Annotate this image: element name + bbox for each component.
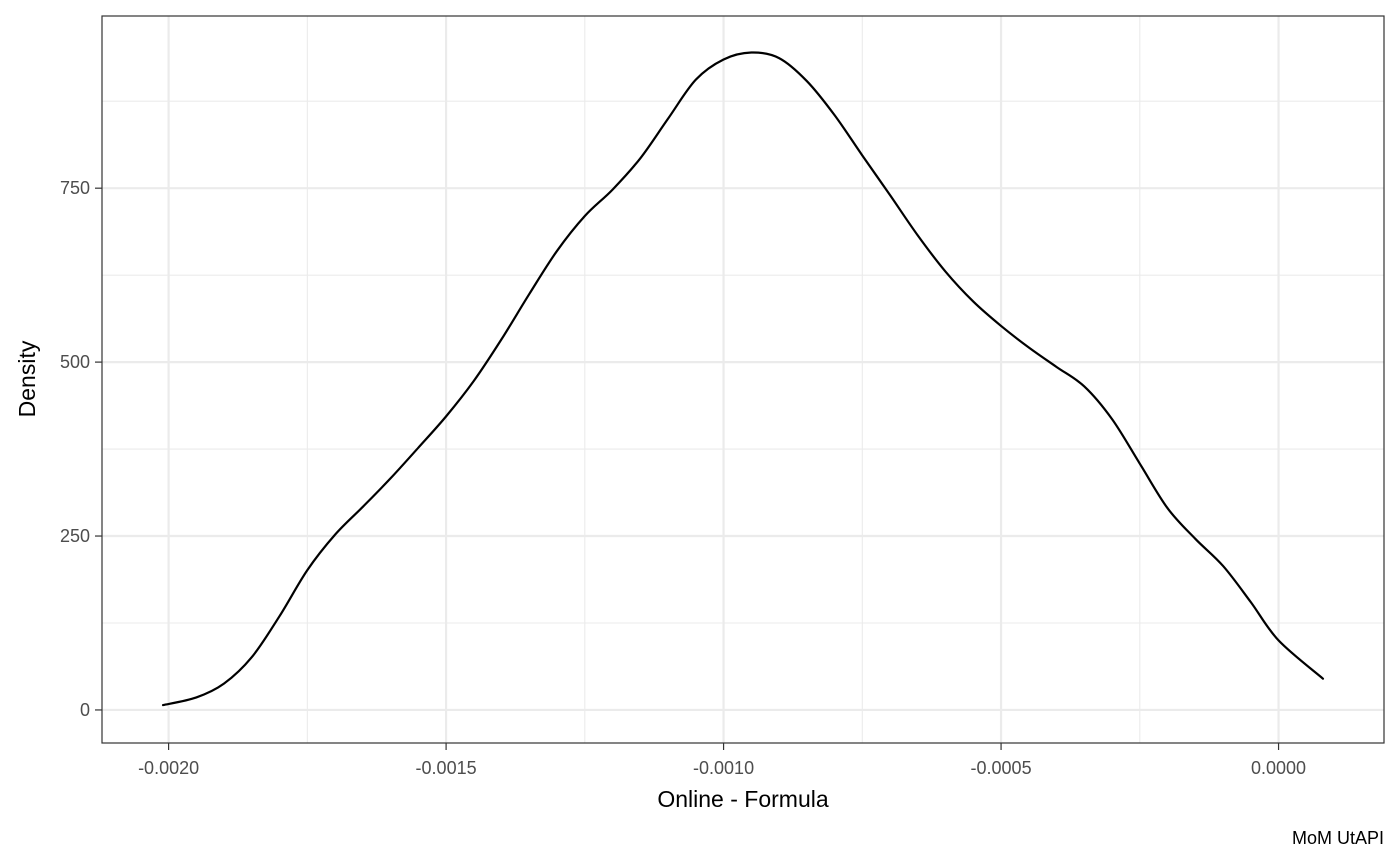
density-line xyxy=(161,51,1325,707)
y-tick-label: 500 xyxy=(60,352,90,372)
y-axis: 0 250 500 750 xyxy=(60,178,102,720)
y-tick-label: 0 xyxy=(80,700,90,720)
x-tick-label: -0.0015 xyxy=(416,758,477,778)
x-axis: -0.0020 -0.0015 -0.0010 -0.0005 0.0000 xyxy=(138,743,1306,778)
plot-panel-border xyxy=(101,15,1385,744)
y-axis-title: Density xyxy=(14,340,40,417)
plot-background xyxy=(102,16,1384,743)
y-tick-label: 750 xyxy=(60,178,90,198)
x-axis-title: Online - Formula xyxy=(657,786,828,812)
chart-caption: MoM UtAPI xyxy=(1292,828,1384,848)
x-tick-label: -0.0005 xyxy=(971,758,1032,778)
major-gridlines xyxy=(102,16,1384,743)
y-tick-label: 250 xyxy=(60,526,90,546)
series-layer xyxy=(161,51,1325,707)
x-tick-label: -0.0010 xyxy=(693,758,754,778)
x-tick-label: 0.0000 xyxy=(1251,758,1306,778)
minor-gridlines xyxy=(102,16,1384,743)
x-tick-label: -0.0020 xyxy=(138,758,199,778)
